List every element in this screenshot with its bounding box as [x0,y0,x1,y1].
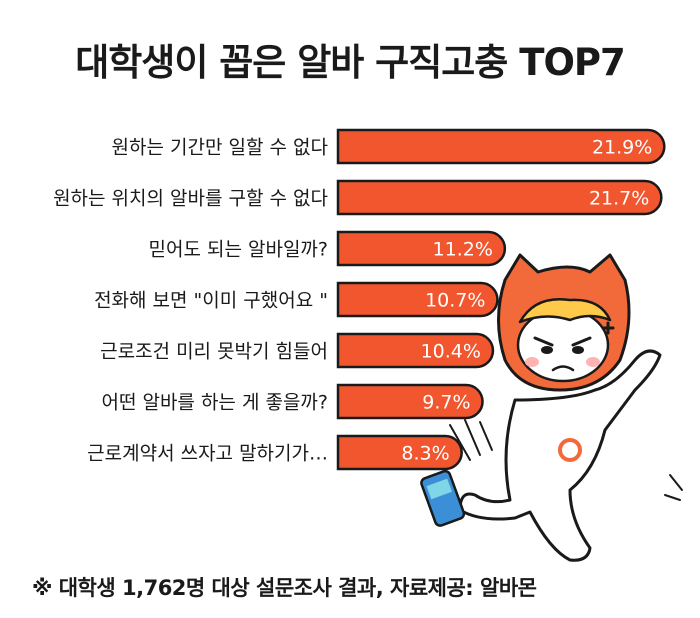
category-label-5: 근로조건 미리 못박기 힘들어 [100,341,328,363]
bar-3 [336,230,507,267]
value-label-3: 11.2% [433,239,493,261]
value-label-2: 21.7% [589,188,649,210]
category-label-6: 어떤 알바를 하는 게 좋을까? [101,392,328,414]
value-label-6: 9.7% [422,392,470,414]
category-label-7: 근로계약서 쓰자고 말하기가… [87,443,328,465]
value-label-1: 21.9% [592,137,652,159]
angry-cat-mascot-icon [420,253,683,562]
category-label-1: 원하는 기간만 일할 수 없다 [112,137,328,159]
category-label-4: 전화해 보면 "이미 구했어요 " [94,290,328,312]
bar-4 [336,281,499,318]
category-label-3: 믿어도 되는 알바일까? [149,239,328,261]
value-label-5: 10.4% [421,341,481,363]
source-footnote: ※ 대학생 1,762명 대상 설문조사 결과, 자료제공: 알바몬 [32,576,537,600]
bar-1 [336,128,666,165]
bar-5 [336,332,495,369]
bar-2 [336,179,663,216]
chart-title: 대학생이 꼽은 알바 구직고충 TOP7 [75,41,626,84]
value-label-7: 8.3% [401,443,449,465]
bar-7 [336,434,463,471]
value-label-4: 10.7% [425,290,485,312]
bar-6 [336,383,484,420]
category-label-2: 원하는 위치의 알바를 구할 수 없다 [53,188,328,210]
